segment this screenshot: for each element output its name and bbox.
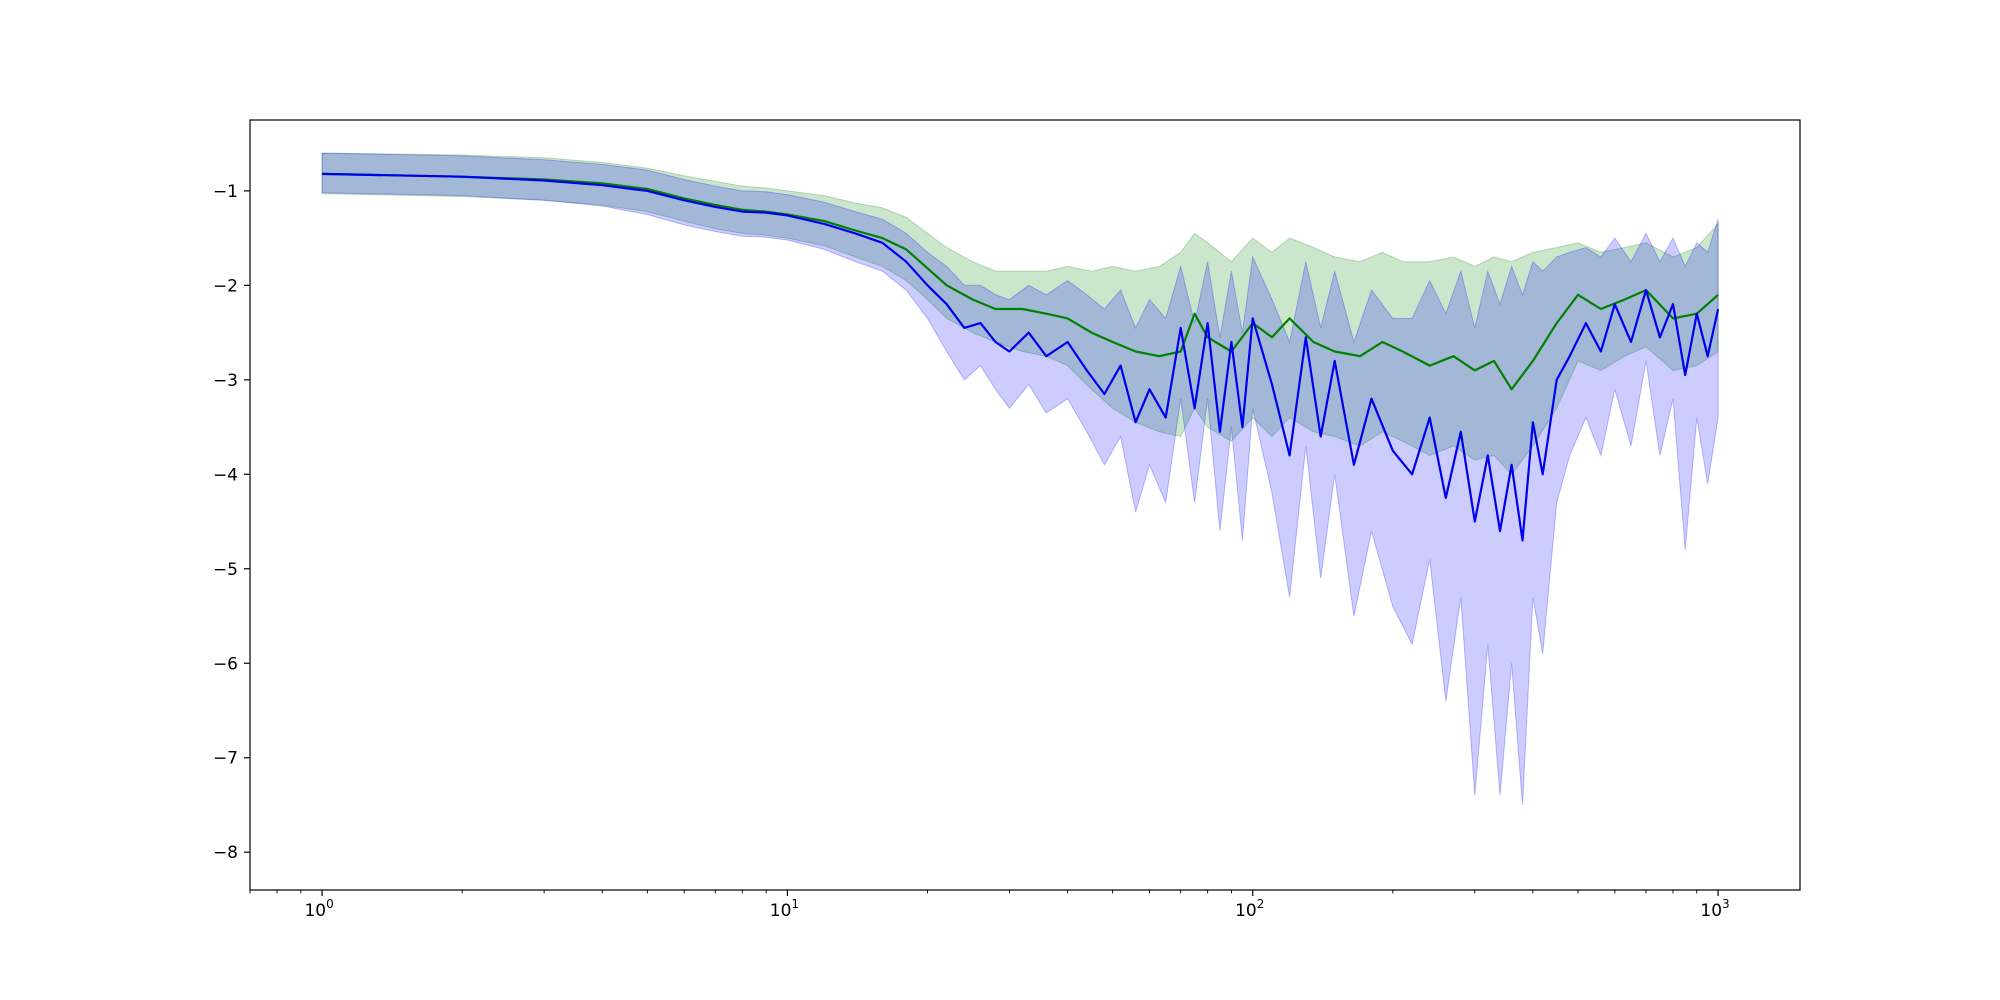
- x-tick-label: 101: [770, 897, 799, 921]
- y-tick-label: −7: [213, 749, 238, 769]
- series-1-band: [321, 152, 1719, 476]
- x-tick-label: 103: [1700, 897, 1729, 921]
- plot-frame: [249, 119, 1801, 891]
- x-tick-label: 100: [304, 897, 333, 921]
- y-tick-label: −2: [213, 276, 238, 296]
- series-2-line: [322, 172, 1720, 542]
- y-tick-label: −4: [213, 465, 238, 485]
- y-tick-label: −5: [213, 560, 238, 580]
- series-layer: [321, 152, 1720, 806]
- axis-layer: −1 −2 −3 −4 −5 −6 −7 −8 100 101 102 103: [213, 182, 1730, 921]
- series-2-band: [321, 152, 1719, 806]
- y-tick-label: −3: [213, 371, 238, 391]
- y-tick-label: −6: [213, 654, 238, 674]
- y-tick-label: −1: [213, 182, 238, 202]
- y-tick-label: −8: [213, 843, 238, 863]
- x-tick-label: 102: [1235, 897, 1264, 921]
